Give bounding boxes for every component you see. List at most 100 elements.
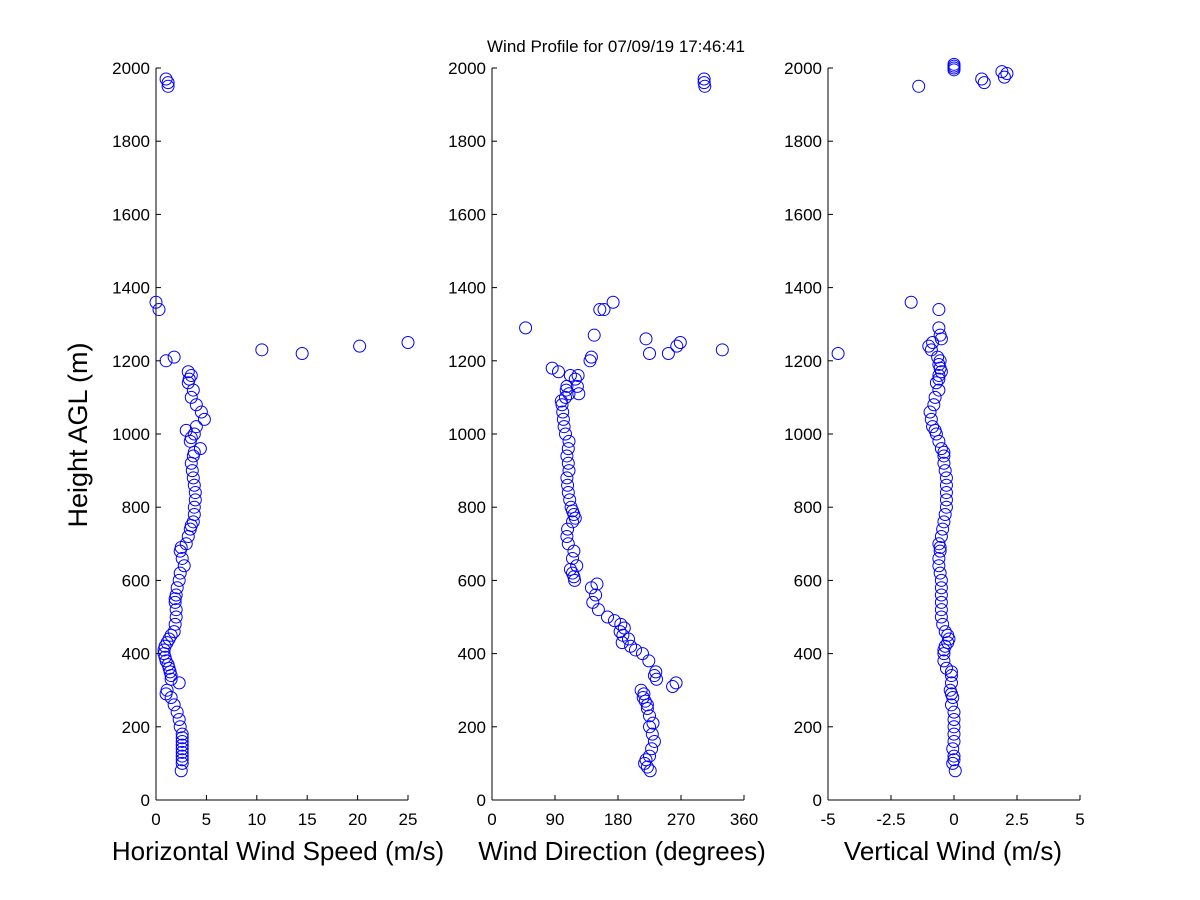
data-point [947,734,961,748]
data-point [939,486,953,500]
data-point [162,632,176,646]
y-tick-label: 1000 [112,425,150,444]
data-point [175,738,189,752]
y-tick-label: 2000 [784,59,822,78]
data-point [570,559,584,573]
data-point [938,464,952,478]
data-point [947,705,961,719]
data-point [639,332,653,346]
data-point [932,303,946,317]
x-tick-label: 90 [546,810,565,829]
data-point [353,339,367,353]
y-tick-label: 1400 [784,279,822,298]
data-point [934,442,948,456]
data-point [615,636,629,650]
data-point [939,493,953,507]
data-point [175,734,189,748]
y-tick-label: 0 [477,791,486,810]
data-point [175,756,189,770]
data-point [189,398,203,412]
data-point [164,672,178,686]
data-point [601,610,614,624]
data-point [184,368,198,382]
data-point [831,346,845,360]
y-tick-label: 600 [122,571,150,590]
data-point [650,672,663,686]
data-point [932,537,946,551]
x-tick-label: 0 [487,810,496,829]
data-point [947,57,961,71]
data-point [184,390,198,404]
data-point [186,515,200,529]
y-tick-label: 1600 [112,205,150,224]
data-point [937,449,951,463]
data-point [187,508,201,522]
data-point [643,749,656,763]
data-point [593,303,607,317]
data-point [666,680,680,694]
data-point [170,581,184,595]
data-point [175,749,189,763]
data-point [947,712,961,726]
data-point [932,368,946,382]
data-point [590,577,604,591]
data-point [933,354,947,368]
data-point [975,72,989,86]
data-point [187,500,201,514]
data-point [934,581,948,595]
x-axis-label: Wind Direction (degrees) [478,836,766,866]
y-tick-label: 1600 [784,205,822,224]
data-point [643,346,656,360]
data-point [561,478,575,492]
y-tick-label: 1000 [784,425,822,444]
data-point [645,727,659,741]
figure-title: Wind Profile for 07/09/19 17:46:41 [487,37,745,56]
data-point [168,617,182,631]
data-point [194,405,208,419]
data-point [556,405,570,419]
data-point [646,716,660,730]
data-point [167,698,181,712]
data-point [570,379,584,393]
data-point [173,720,187,734]
x-tick-label: -5 [820,810,835,829]
y-tick-label: 800 [794,498,822,517]
data-point [175,753,189,767]
data-point [401,336,415,349]
x-axis-label: Vertical Wind (m/s) [844,836,1062,866]
data-point [586,595,600,609]
data-point [926,420,940,434]
data-point [634,683,648,697]
horizontal-wind-speed-panel: 0 200 400 600 800 1000 1200 1400 1600 1800 2000 0 5 1… [112,59,444,866]
y-tick-label: 1800 [112,132,150,151]
x-tick-label: 180 [604,810,632,829]
data-point [997,70,1011,84]
data-point [934,529,948,543]
data-point [939,500,953,514]
y-tick-label: 1200 [112,352,150,371]
data-point [179,537,193,551]
data-point [188,493,202,507]
data-point [197,412,211,426]
data-point [193,442,207,456]
data-point [638,694,652,708]
data-point [172,676,186,690]
data-point [947,753,961,767]
data-point [587,328,601,342]
data-point [168,595,182,609]
data-point [947,720,961,734]
data-point [617,621,631,635]
y-tick-label: 200 [794,718,822,737]
data-point [566,566,579,580]
data-point [936,522,950,536]
y-tick-label: 200 [458,718,486,737]
data-point [934,332,948,346]
data-point [937,445,951,459]
x-tick-label: 270 [667,810,695,829]
data-point [519,321,533,335]
x-tick-label: 20 [348,810,367,829]
x-tick-label: 5 [202,810,211,829]
y-tick-label: 1000 [448,425,486,444]
data-point [158,639,172,653]
x-tick-label: 0 [151,810,160,829]
